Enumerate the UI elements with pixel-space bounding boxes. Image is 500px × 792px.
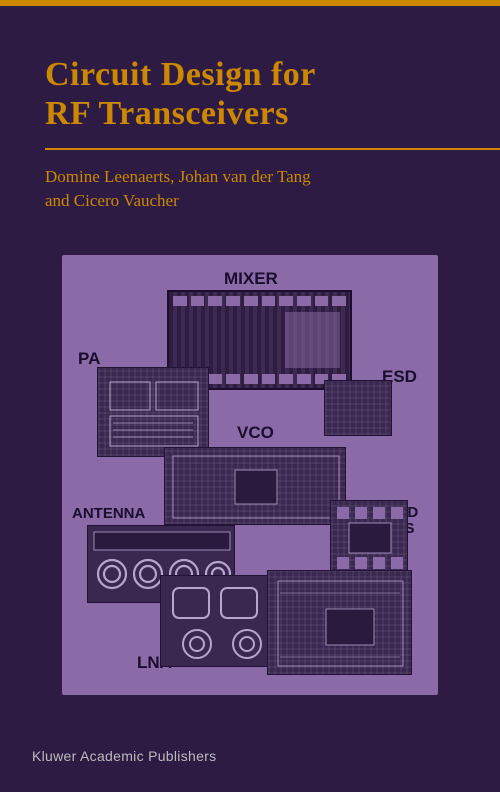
block-bondpads bbox=[330, 500, 408, 574]
book-cover: Circuit Design for RF Transceivers Domin… bbox=[0, 0, 500, 792]
vco-chip-icon bbox=[165, 448, 347, 526]
label-mixer: MIXER bbox=[224, 269, 278, 289]
mixer-sprocket-top bbox=[173, 296, 346, 306]
label-pa: PA bbox=[78, 349, 100, 369]
label-vco: VCO bbox=[237, 423, 274, 443]
book-title: Circuit Design for RF Transceivers bbox=[45, 55, 455, 133]
label-antenna: ANTENNA bbox=[72, 505, 145, 522]
block-pll bbox=[267, 570, 412, 675]
title-block: Circuit Design for RF Transceivers bbox=[45, 55, 455, 133]
title-line-1: Circuit Design for bbox=[45, 56, 316, 93]
block-vco bbox=[164, 447, 346, 525]
top-accent-bar bbox=[0, 0, 500, 6]
authors-block: Domine Leenaerts, Johan van der Tang and… bbox=[45, 165, 455, 213]
pll-chip-icon bbox=[268, 571, 413, 676]
title-underline bbox=[45, 148, 500, 150]
pa-chip-icon bbox=[98, 368, 210, 458]
publisher-name: Kluwer Academic Publishers bbox=[32, 748, 216, 764]
title-line-2: RF Transceivers bbox=[45, 95, 289, 132]
cover-diagram-panel: MIXER PA ESD VCO ANTENNA BOND PADS LNA P… bbox=[62, 255, 438, 695]
transceiver-block-diagram: MIXER PA ESD VCO ANTENNA BOND PADS LNA P… bbox=[62, 255, 438, 695]
authors-line-1: Domine Leenaerts, Johan van der Tang bbox=[45, 167, 311, 186]
mixer-inner bbox=[285, 312, 340, 368]
authors-line-2: and Cicero Vaucher bbox=[45, 191, 179, 210]
block-esd bbox=[324, 380, 392, 436]
bondpads-chip-icon bbox=[331, 501, 409, 575]
block-pa bbox=[97, 367, 209, 457]
